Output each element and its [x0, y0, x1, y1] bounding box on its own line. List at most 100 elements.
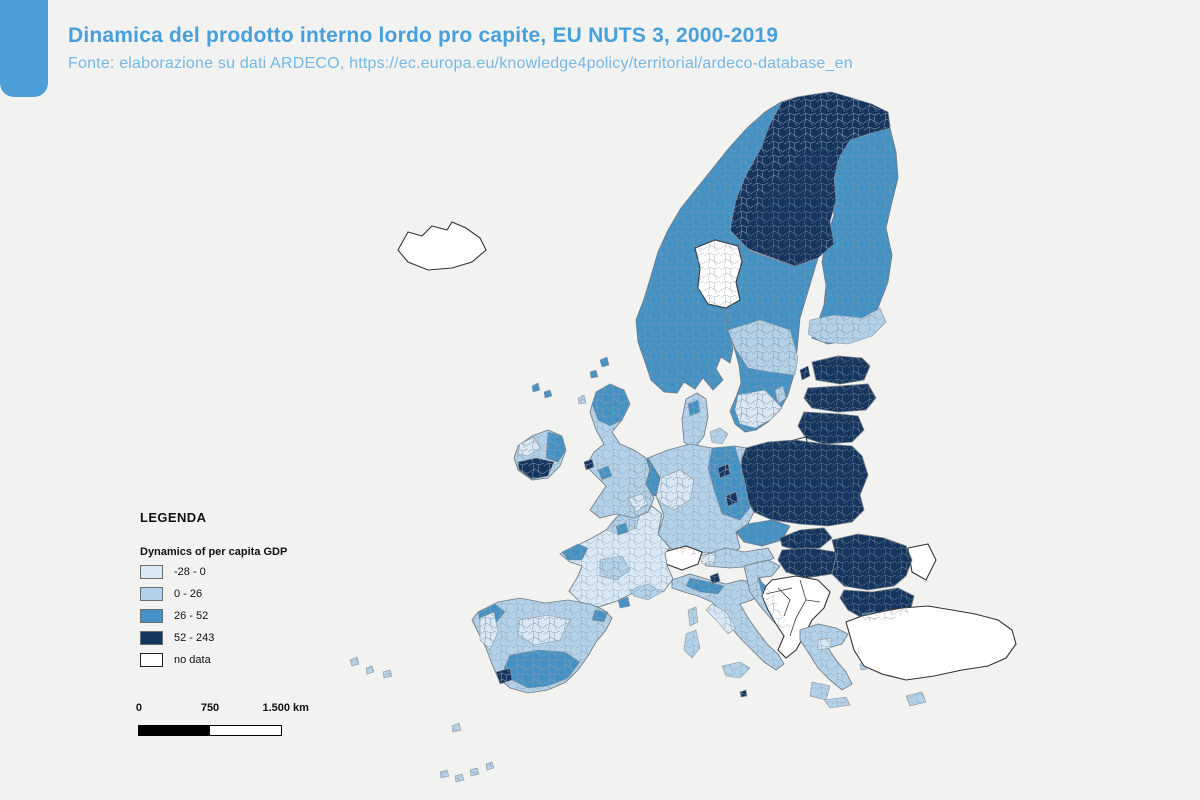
mesh-overlay [758, 578, 780, 608]
mesh-overlay [706, 604, 736, 634]
legend-swatch-class4 [140, 631, 163, 645]
legend-label: 0 - 26 [174, 588, 203, 600]
mesh-overlay [824, 697, 850, 708]
mesh-overlay [592, 610, 608, 622]
scale-tick-mid: 750 [200, 702, 220, 714]
mesh-overlay [350, 657, 359, 666]
mesh-overlay [726, 492, 738, 506]
mesh-overlay [440, 770, 449, 778]
mesh-overlay [383, 670, 392, 678]
map-regions [349, 91, 1017, 783]
mesh-overlay [740, 690, 747, 697]
mesh-overlay [775, 386, 786, 404]
mesh-overlay [778, 548, 842, 578]
mesh-overlay [504, 650, 580, 688]
mesh-overlay [518, 615, 570, 645]
scale-bar-graphic [138, 725, 282, 736]
mesh-overlay [832, 534, 912, 590]
legend-label: 26 - 52 [174, 610, 209, 622]
mesh-overlay [366, 666, 374, 674]
legend-label: -28 - 0 [174, 566, 206, 578]
scale-bar-filled-segment [139, 726, 210, 735]
mesh-overlay [735, 390, 782, 428]
mesh-overlay [480, 612, 498, 650]
mesh-overlay [860, 662, 867, 670]
accent-tab [0, 0, 48, 97]
scale-bar-labels: 0 750 1.500 km [135, 702, 309, 716]
header: Dinamica del prodotto interno lordo pro … [68, 24, 853, 73]
mesh-overlay [730, 92, 890, 266]
legend-row: 0 - 26 [140, 587, 287, 601]
mesh-overlay [818, 638, 832, 650]
mesh-overlay [562, 544, 588, 560]
mesh-overlay [800, 624, 852, 690]
mesh-overlay [798, 412, 864, 444]
nuts3-borders-mesh [350, 92, 926, 782]
mesh-overlay [518, 437, 540, 456]
mesh-overlay [592, 384, 630, 426]
mesh-overlay [710, 573, 720, 584]
legend-label: 52 - 243 [174, 632, 215, 644]
legend-label: no data [174, 654, 211, 666]
legend-row: -28 - 0 [140, 565, 287, 579]
mesh-overlay [470, 768, 479, 776]
mesh-overlay [718, 464, 730, 478]
balkans-internal-borders [765, 579, 821, 637]
mesh-overlay [688, 400, 700, 416]
mesh-overlay [616, 523, 628, 535]
mesh-overlay [584, 459, 594, 470]
mesh-overlay [578, 395, 586, 404]
mesh-overlay [812, 356, 870, 384]
page-title: Dinamica del prodotto interno lordo pro … [68, 24, 779, 47]
page-subtitle: Fonte: elaborazione su dati ARDECO, http… [68, 55, 853, 72]
mesh-overlay [804, 384, 876, 412]
mesh-overlay [736, 520, 790, 546]
mesh-overlay [656, 470, 694, 510]
map-legend: LEGENDA Dynamics of per capita GDP -28 -… [140, 510, 287, 675]
mesh-overlay [496, 668, 512, 684]
mesh-overlay [710, 428, 728, 444]
mesh-overlay [856, 646, 863, 654]
mesh-overlay [630, 584, 662, 600]
legend-variable-label: Dynamics of per capita GDP [140, 546, 288, 558]
mesh-overlay [486, 762, 494, 770]
mesh-overlay [544, 390, 552, 398]
mesh-overlay [518, 458, 554, 479]
mesh-overlay [590, 370, 598, 378]
mesh-overlay [840, 588, 914, 620]
mesh-overlay [618, 597, 630, 608]
scale-bar: 0 750 1.500 km [135, 702, 309, 736]
mesh-overlay [455, 774, 464, 782]
mesh-overlay [740, 440, 868, 526]
mesh-overlay [708, 446, 750, 520]
mesh-overlay [810, 682, 830, 700]
mesh-overlay [560, 506, 673, 607]
mesh-overlay [780, 528, 832, 550]
mesh-overlay [800, 366, 810, 380]
legend-row: no data [140, 653, 287, 667]
legend-swatch-class1 [140, 565, 163, 579]
mesh-overlay [606, 512, 640, 534]
legend-swatch-nodata [140, 653, 163, 667]
mesh-overlay [722, 662, 750, 678]
mesh-overlay [808, 308, 886, 344]
legend-swatch-class2 [140, 587, 163, 601]
mesh-overlay [688, 607, 698, 626]
scale-tick-end: 1.500 km [262, 702, 309, 714]
mesh-overlay [600, 357, 609, 367]
legend-heading: LEGENDA [140, 510, 207, 525]
region-iceland [397, 221, 487, 271]
mesh-overlay [546, 432, 566, 462]
scale-tick-start: 0 [135, 702, 142, 714]
legend-row: 52 - 243 [140, 631, 287, 645]
mesh-overlay [628, 494, 648, 512]
legend-swatch-class3 [140, 609, 163, 623]
mesh-overlay [598, 466, 612, 480]
legend-row: 26 - 52 [140, 609, 287, 623]
mesh-overlay [636, 92, 890, 393]
mesh-overlay [600, 556, 630, 580]
mesh-overlay [532, 383, 540, 392]
mesh-overlay [906, 692, 926, 706]
